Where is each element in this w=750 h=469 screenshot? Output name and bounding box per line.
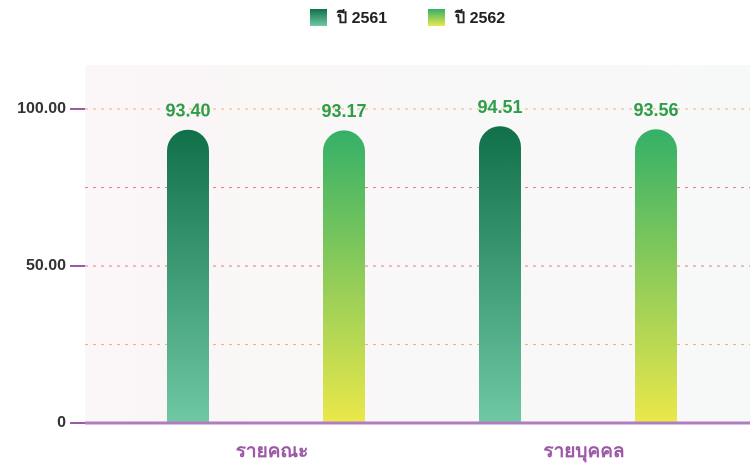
bar bbox=[479, 126, 521, 424]
x-tick-label: รายคณะ bbox=[236, 441, 309, 462]
legend-swatch bbox=[428, 9, 445, 26]
y-tick-label: 0 bbox=[57, 414, 66, 431]
bar bbox=[635, 129, 677, 423]
bar bbox=[323, 130, 365, 423]
legend-label: ปี 2561 bbox=[336, 8, 388, 27]
y-tick-label: 100.00 bbox=[17, 100, 66, 117]
value-label: 93.40 bbox=[165, 100, 210, 120]
bar bbox=[167, 129, 209, 423]
y-tick-label: 50.00 bbox=[26, 257, 66, 274]
value-label: 94.51 bbox=[477, 97, 522, 117]
value-label: 93.56 bbox=[633, 100, 678, 120]
x-tick-label: รายบุคคล bbox=[543, 441, 624, 463]
value-label: 93.17 bbox=[321, 101, 366, 121]
legend-label: ปี 2562 bbox=[454, 8, 506, 27]
legend-swatch bbox=[310, 9, 327, 26]
